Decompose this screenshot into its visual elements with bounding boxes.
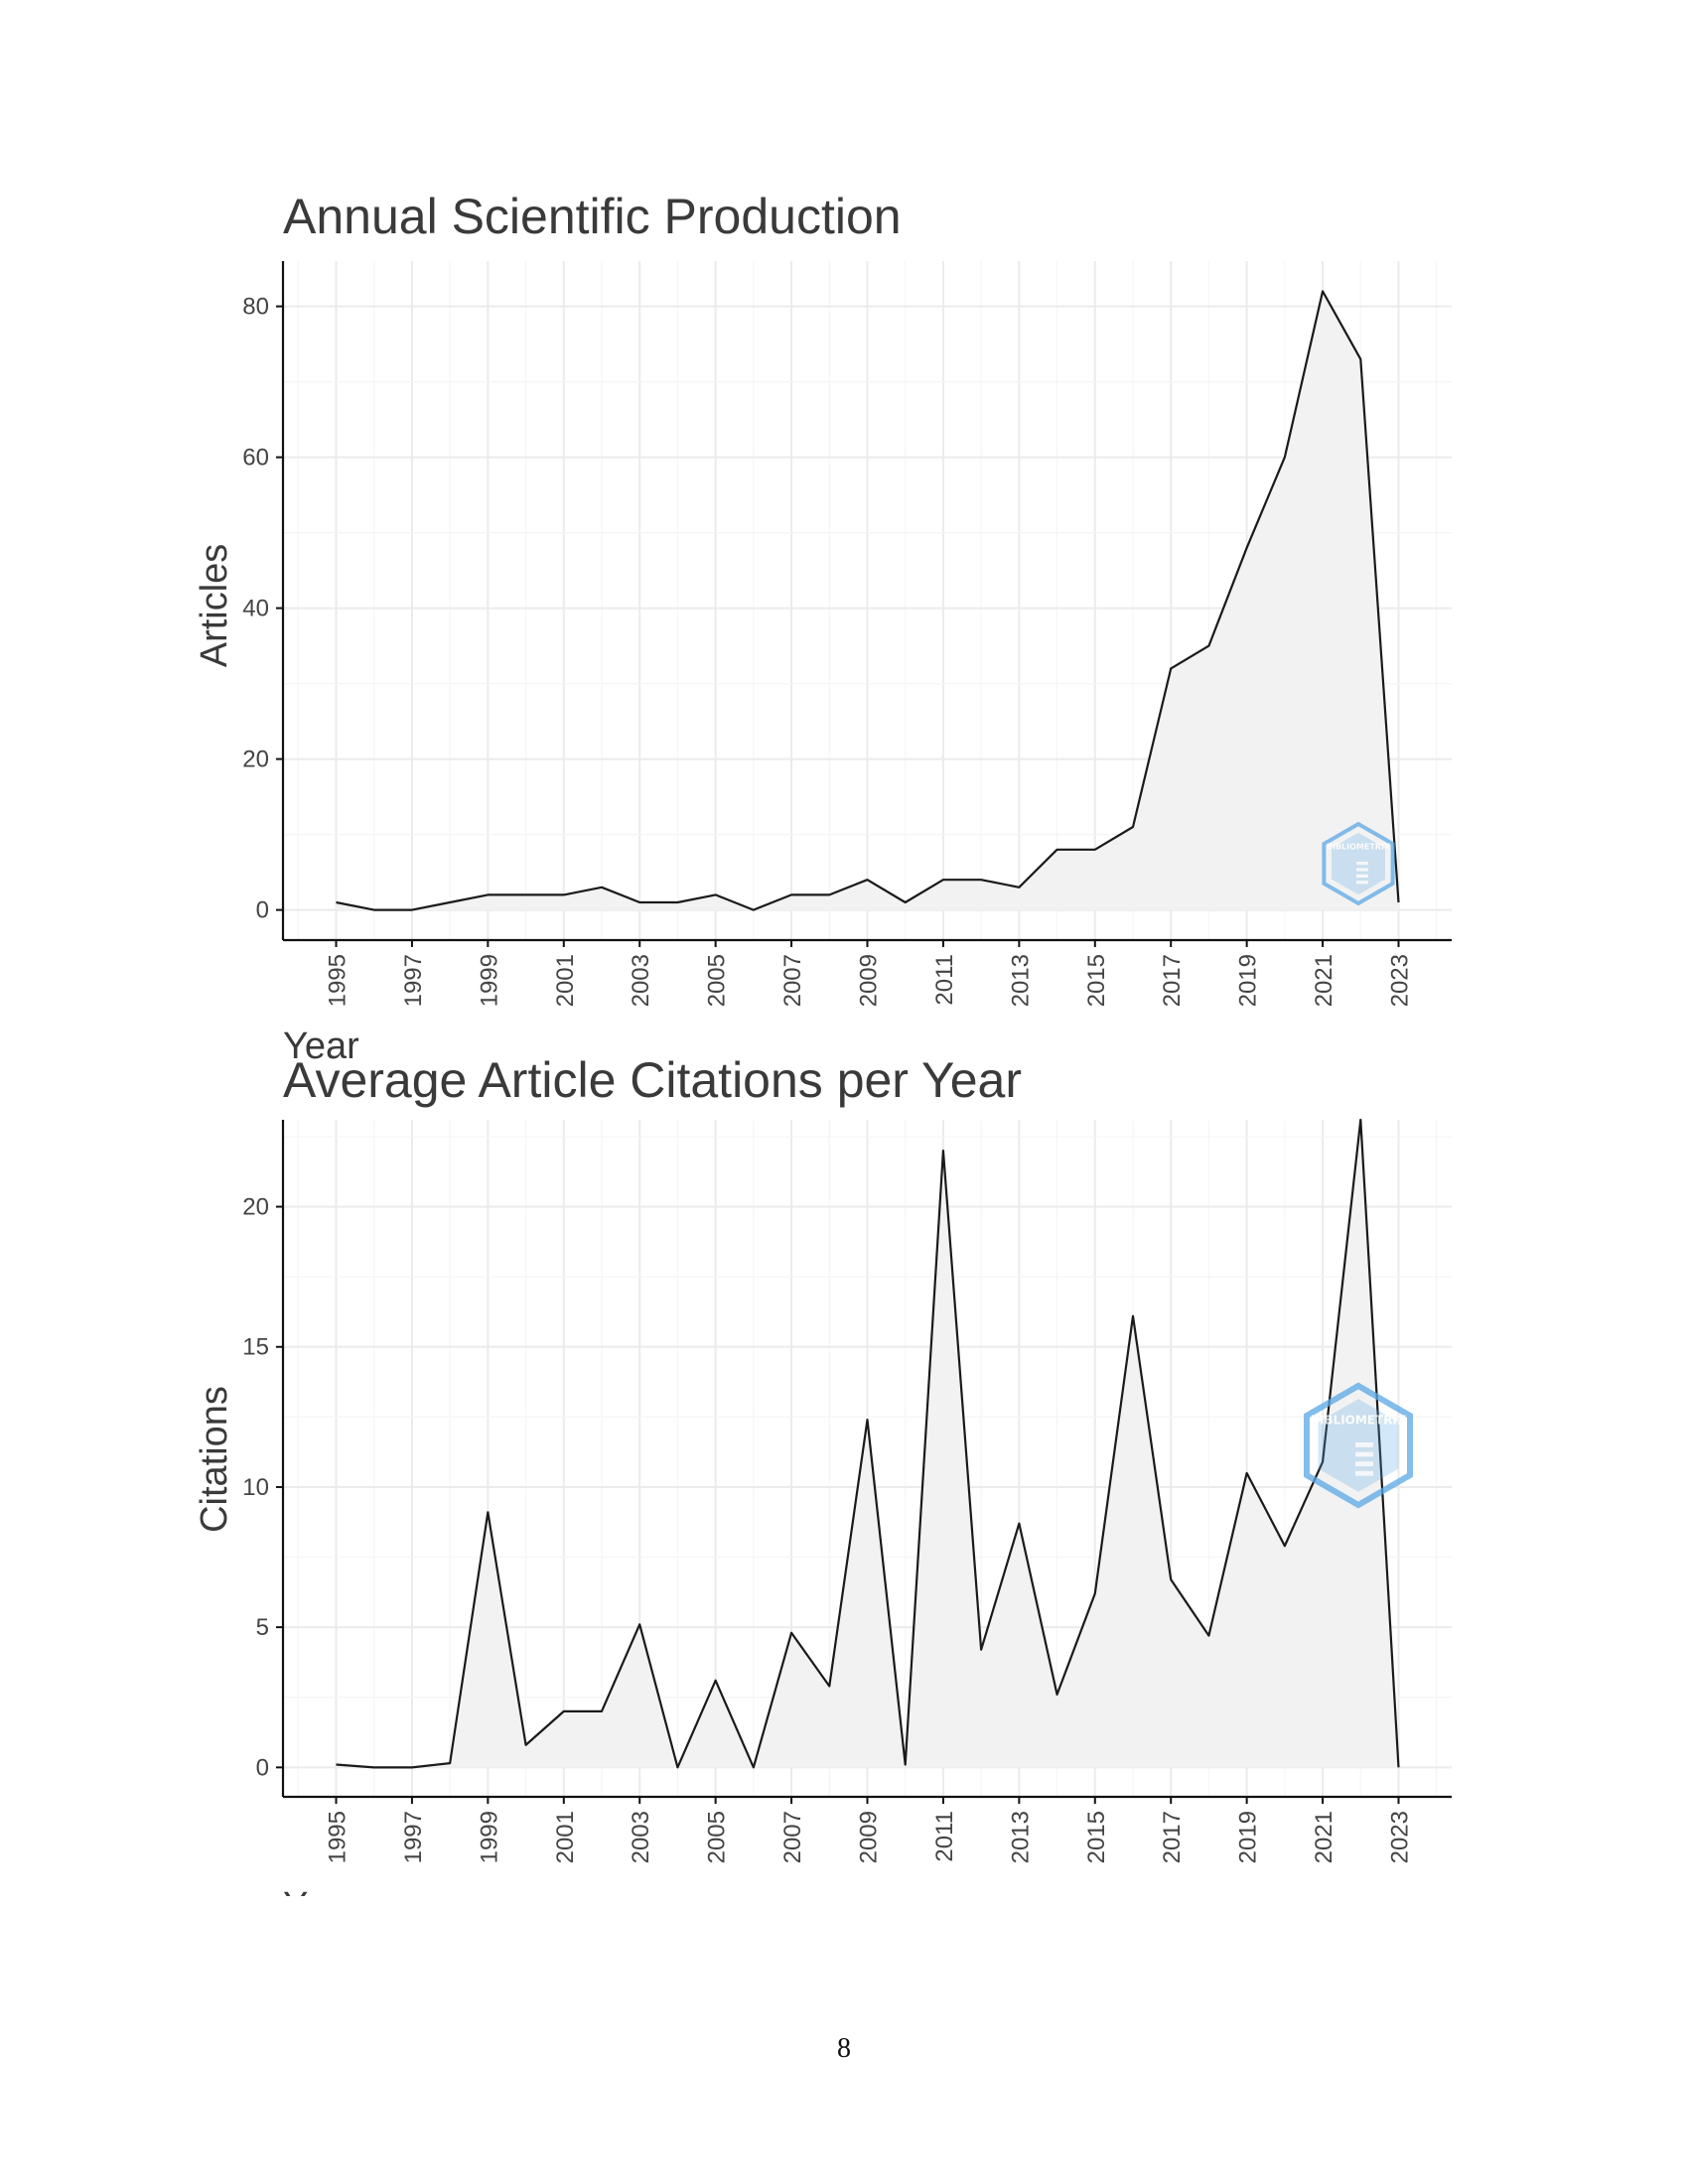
y-tick-label: 10: [242, 1474, 269, 1501]
bibliometrix-hexagon-logo: BIBLIOMETRIX: [1322, 821, 1395, 906]
x-tick-label: 2007: [779, 1811, 806, 1863]
y-tick-label: 20: [242, 747, 269, 773]
x-tick-label: 1999: [476, 954, 502, 1007]
bibliometrix-logo: BIBLIOMETRIX: [1322, 821, 1395, 906]
x-tick-label: 2015: [1083, 954, 1110, 1007]
x-tick-label: 2001: [552, 1811, 579, 1863]
x-axis-title: Year: [283, 1025, 359, 1067]
y-tick-label: 0: [256, 897, 269, 924]
x-tick-label: 2019: [1235, 1811, 1262, 1863]
y-tick-label: 0: [256, 1754, 269, 1781]
x-tick-label: 2009: [856, 1811, 883, 1863]
x-tick-labels: 1995 1997 1999 2001 2003 2005 2007 2009 2011 2013…: [325, 1797, 1414, 1863]
x-tick-label: 2013: [1007, 954, 1034, 1007]
x-tick-label: 2015: [1083, 1811, 1110, 1863]
x-tick-label: 2009: [856, 954, 883, 1007]
x-tick-label: 2017: [1159, 954, 1186, 1007]
x-tick-label: 2021: [1311, 1811, 1337, 1863]
x-tick-label: 2005: [704, 1811, 731, 1863]
series-area: [336, 290, 1400, 911]
watermark-text: BIBLIOMETRIX: [1327, 843, 1391, 852]
x-tick-label: 2021: [1311, 954, 1337, 1007]
x-tick-label: 1995: [325, 954, 352, 1007]
y-tick-labels: 0 5 10 15 20: [242, 1194, 283, 1781]
x-tick-label: 2019: [1235, 954, 1262, 1007]
y-axis-title: Articles: [194, 544, 235, 668]
y-tick-label: 15: [242, 1334, 269, 1361]
series-fill: [336, 291, 1399, 910]
watermark-text: BIBLIOMETRIX: [1311, 1413, 1407, 1427]
x-tick-label: 1997: [400, 1811, 427, 1863]
series-fill: [336, 1120, 1399, 1768]
bibliometrix-hexagon-logo: BIBLIOMETRIX: [1304, 1382, 1413, 1509]
x-tick-label: 2011: [931, 954, 958, 1006]
x-tick-label: 2013: [1007, 1811, 1034, 1863]
page-number: 8: [837, 2033, 851, 2064]
series-area: [336, 1118, 1400, 1769]
y-tick-labels: 0 20 40 60 80: [242, 294, 283, 924]
x-tick-label: 2003: [628, 954, 654, 1007]
average-citations-chart: Average Article Citations per Year 0 5 10 1…: [194, 1052, 1452, 1896]
y-axis-title: Citations: [194, 1386, 235, 1533]
x-tick-label: 2011: [931, 1811, 958, 1862]
x-axis-title: Year: [283, 1885, 359, 1896]
x-tick-label: 1999: [476, 1811, 502, 1863]
bibliometrix-logo: BIBLIOMETRIX: [1304, 1382, 1413, 1509]
x-tick-label: 2007: [779, 954, 806, 1007]
x-tick-labels: 1995 1997 1999 2001 2003 2005 2007 2009 2011 2013…: [325, 940, 1414, 1007]
y-tick-label: 5: [256, 1614, 269, 1641]
x-tick-label: 2001: [552, 954, 579, 1007]
x-tick-label: 2023: [1387, 954, 1414, 1007]
x-tick-label: 2017: [1159, 1811, 1186, 1863]
y-tick-label: 20: [242, 1194, 269, 1221]
x-tick-label: 2003: [628, 1811, 654, 1863]
y-tick-label: 60: [242, 445, 269, 472]
annual-production-chart: Annual Scientific Production 0 20 40 60 80 1…: [194, 189, 1452, 1067]
chart-title: Annual Scientific Production: [283, 189, 902, 244]
y-tick-label: 40: [242, 596, 269, 622]
x-tick-label: 2023: [1387, 1811, 1414, 1863]
chart-title: Average Article Citations per Year: [283, 1052, 1022, 1108]
y-tick-label: 80: [242, 294, 269, 321]
x-tick-label: 1995: [325, 1811, 352, 1863]
x-tick-label: 2005: [704, 954, 731, 1007]
x-tick-label: 1997: [400, 954, 427, 1007]
